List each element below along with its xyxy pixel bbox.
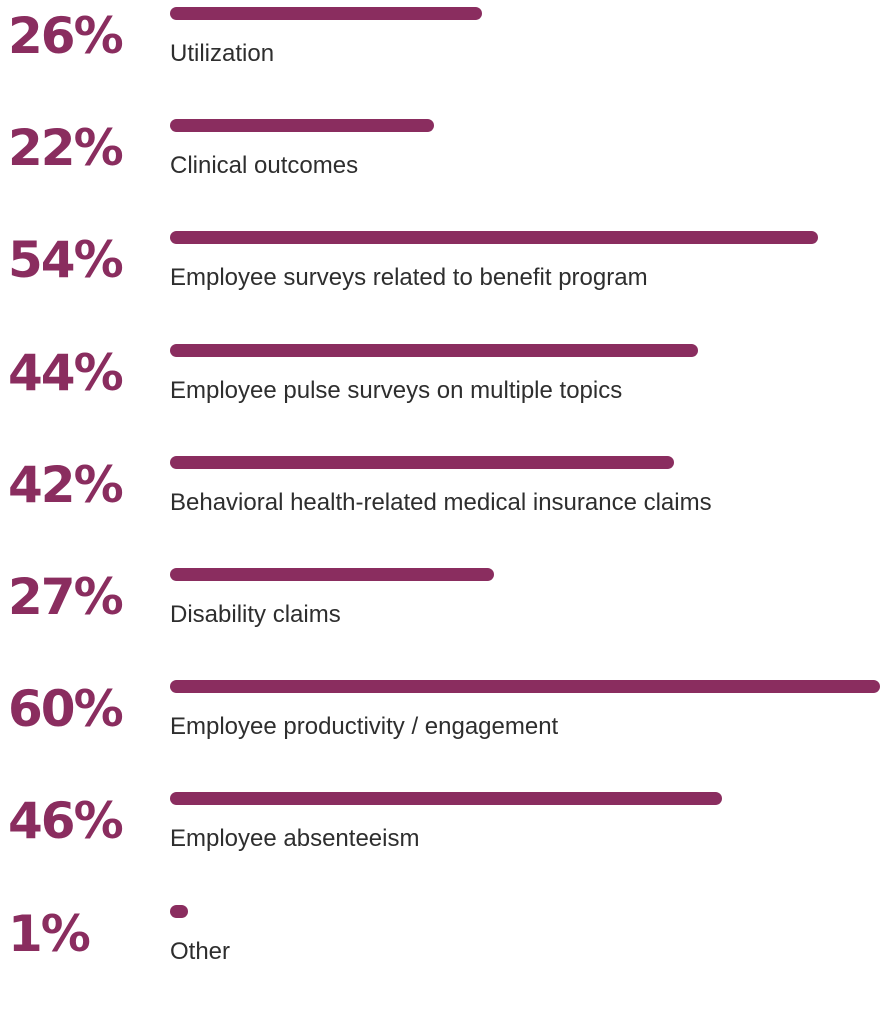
category-label: Utilization xyxy=(170,40,275,67)
category-label: Employee surveys related to benefit prog… xyxy=(170,264,648,292)
bar-row: 27% Disability claims xyxy=(0,561,880,673)
value-label: 26% xyxy=(8,7,124,65)
bar xyxy=(170,455,674,469)
bar xyxy=(170,7,482,20)
bar-row: 44% Employee pulse surveys on multiple to… xyxy=(0,337,880,449)
bar-row: 54% Employee surveys related to benefit p… xyxy=(0,224,880,336)
bar-row: 1% Other xyxy=(0,898,880,1010)
bar xyxy=(170,792,722,806)
value-label: 44% xyxy=(8,343,124,402)
bar-row: 60% Employee productivity / engagement xyxy=(0,673,880,785)
category-label: Other xyxy=(170,937,231,965)
value-label: 46% xyxy=(8,792,124,851)
bar-row: 46% Employee absenteeism xyxy=(0,785,880,897)
value-label: 27% xyxy=(8,568,124,626)
bar-row: 42% Behavioral health-related medical ins… xyxy=(0,449,880,561)
bar-row: 26% Utilization xyxy=(0,0,880,112)
value-label: 22% xyxy=(8,119,124,178)
bar xyxy=(170,343,698,357)
bar xyxy=(170,680,880,694)
value-label: 60% xyxy=(8,680,124,739)
category-label: Employee productivity / engagement xyxy=(170,713,559,741)
value-label: 54% xyxy=(8,231,124,290)
category-label: Disability claims xyxy=(170,601,341,628)
category-label: Employee pulse surveys on multiple topic… xyxy=(170,376,623,404)
bar xyxy=(170,568,494,581)
value-label: 1% xyxy=(8,904,91,963)
bar xyxy=(170,119,434,133)
bar-row: 22% Clinical outcomes xyxy=(0,112,880,224)
bar xyxy=(170,904,188,918)
bar xyxy=(170,231,818,245)
category-label: Behavioral health-related medical insura… xyxy=(170,488,712,516)
value-label: 42% xyxy=(8,455,124,514)
category-label: Employee absenteeism xyxy=(170,825,420,853)
survey-bar-chart: 26% Utilization 22% Clinical outcomes 54% Emp… xyxy=(0,0,880,965)
category-label: Clinical outcomes xyxy=(170,152,359,180)
